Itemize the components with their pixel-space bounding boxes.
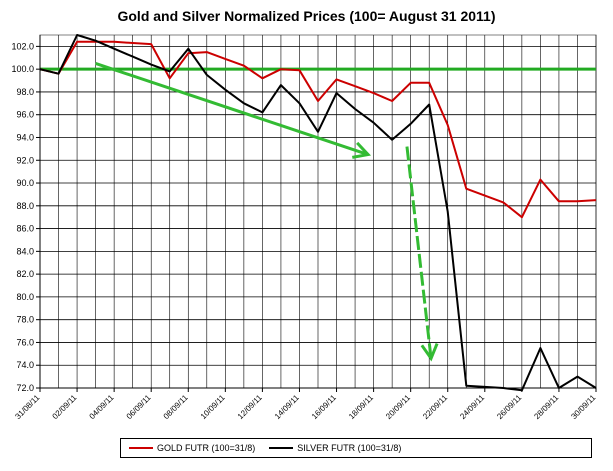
grid-layer [39,34,597,389]
x-tick-label: 26/09/11 [495,393,523,421]
y-tick-label: 80.0 [16,292,34,302]
y-tick-label: 96.0 [16,110,34,120]
arrow-head [420,343,439,362]
x-tick-label: 20/09/11 [384,393,412,421]
y-tick-label: 86.0 [16,224,34,234]
x-tick-label: 14/09/11 [273,393,301,421]
y-tick-label: 84.0 [16,246,34,256]
legend-item-silver: SILVER FUTR (100=31/8) [269,443,401,453]
x-tick-label: 22/09/11 [421,393,449,421]
arrow-shaft [95,62,369,156]
y-tick-label: 82.0 [16,269,34,279]
y-tick-label: 78.0 [16,315,34,325]
chart-title: Gold and Silver Normalized Prices (100= … [117,8,496,24]
y-tick-label: 88.0 [16,201,34,211]
x-tick-label: 04/09/11 [88,393,116,421]
x-tick-label: 28/09/11 [532,393,560,421]
legend-label-silver: SILVER FUTR (100=31/8) [297,443,402,453]
legend-swatch-silver [269,447,294,449]
y-tick-label: 90.0 [16,178,34,188]
x-tick-label: 16/09/11 [310,393,338,421]
y-tick-label: 102.0 [11,41,34,51]
y-tick-label: 98.0 [16,87,34,97]
x-tick-label: 10/09/11 [199,393,227,421]
x-tick-label: 06/09/11 [125,393,153,421]
x-tick-label: 31/08/11 [13,393,41,421]
x-tick-label: 30/09/11 [569,393,597,421]
y-tick-label: 74.0 [16,360,34,370]
y-tick-label: 76.0 [16,337,34,347]
y-tick-label: 72.0 [16,383,34,393]
x-tick-label: 12/09/11 [236,393,264,421]
x-tick-label: 02/09/11 [51,393,79,421]
y-tick-label: 100.0 [11,64,34,74]
x-tick-label: 24/09/11 [458,393,486,421]
legend-label-gold: GOLD FUTR (100=31/8) [157,443,256,453]
annotation-layer [95,62,439,362]
legend-swatch-gold [129,447,153,449]
y-tick-label: 94.0 [16,132,34,142]
y-tick-label: 92.0 [16,155,34,165]
legend-item-gold: GOLD FUTR (100=31/8) [129,443,255,453]
legend: GOLD FUTR (100=31/8) SILVER FUTR (100=31… [120,438,592,458]
arrow-head [352,141,372,159]
series-line-gold [39,40,597,219]
x-tick-label: 08/09/11 [162,393,190,421]
x-tick-label: 18/09/11 [347,393,375,421]
